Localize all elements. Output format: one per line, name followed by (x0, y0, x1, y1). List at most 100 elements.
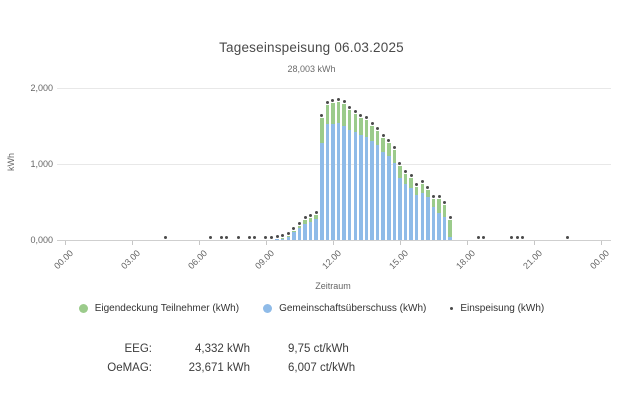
einspeisung-point[interactable] (275, 235, 279, 239)
einspeisung-point[interactable] (448, 216, 452, 220)
bar-gemeinschaftsueberschuss[interactable] (353, 132, 358, 240)
einspeisung-point[interactable] (392, 146, 396, 150)
bar-gemeinschaftsueberschuss[interactable] (398, 177, 402, 240)
bar-eigendeckung[interactable] (297, 225, 302, 229)
bar-gemeinschaftsueberschuss[interactable] (297, 228, 302, 240)
bar-gemeinschaftsueberschuss[interactable] (359, 135, 363, 240)
einspeisung-point[interactable] (309, 213, 313, 217)
einspeisung-point[interactable] (163, 236, 167, 239)
bar-gemeinschaftsueberschuss[interactable] (375, 145, 380, 240)
einspeisung-point[interactable] (482, 236, 486, 239)
bar-gemeinschaftsueberschuss[interactable] (431, 207, 436, 240)
einspeisung-point[interactable] (236, 236, 240, 239)
bar-eigendeckung[interactable] (331, 103, 335, 124)
einspeisung-point[interactable] (342, 99, 346, 103)
bar-gemeinschaftsueberschuss[interactable] (448, 236, 452, 240)
bar-gemeinschaftsueberschuss[interactable] (308, 221, 313, 240)
bar-gemeinschaftsueberschuss[interactable] (303, 223, 307, 240)
bar-eigendeckung[interactable] (359, 117, 363, 136)
einspeisung-point[interactable] (331, 99, 335, 103)
einspeisung-point[interactable] (219, 236, 223, 239)
einspeisung-point[interactable] (426, 185, 430, 189)
bar-eigendeckung[interactable] (303, 220, 307, 224)
bar-eigendeckung[interactable] (336, 102, 341, 123)
einspeisung-point[interactable] (443, 200, 447, 204)
einspeisung-point[interactable] (325, 100, 329, 104)
bar-gemeinschaftsueberschuss[interactable] (320, 142, 324, 240)
bar-eigendeckung[interactable] (431, 198, 436, 207)
einspeisung-point[interactable] (359, 113, 363, 117)
einspeisung-point[interactable] (320, 113, 324, 117)
bar-gemeinschaftsueberschuss[interactable] (314, 219, 318, 240)
bar-eigendeckung[interactable] (437, 198, 441, 213)
bar-gemeinschaftsueberschuss[interactable] (426, 197, 430, 240)
bar-eigendeckung[interactable] (353, 113, 358, 133)
einspeisung-point[interactable] (281, 234, 285, 238)
bar-gemeinschaftsueberschuss[interactable] (387, 156, 391, 240)
einspeisung-point[interactable] (292, 226, 296, 230)
einspeisung-point[interactable] (348, 106, 352, 110)
bar-eigendeckung[interactable] (347, 110, 352, 130)
einspeisung-point[interactable] (420, 179, 424, 183)
bar-eigendeckung[interactable] (314, 214, 318, 220)
bar-eigendeckung[interactable] (286, 236, 291, 237)
bar-eigendeckung[interactable] (375, 130, 380, 145)
einspeisung-point[interactable] (314, 210, 318, 214)
bar-gemeinschaftsueberschuss[interactable] (442, 216, 447, 240)
bar-gemeinschaftsueberschuss[interactable] (364, 137, 369, 240)
bar-gemeinschaftsueberschuss[interactable] (286, 236, 291, 240)
bar-eigendeckung[interactable] (364, 119, 369, 138)
bar-gemeinschaftsueberschuss[interactable] (342, 126, 346, 240)
einspeisung-point[interactable] (303, 216, 307, 220)
bar-eigendeckung[interactable] (409, 178, 413, 188)
einspeisung-point[interactable] (286, 232, 290, 236)
bar-gemeinschaftsueberschuss[interactable] (325, 124, 330, 240)
einspeisung-point[interactable] (415, 182, 419, 186)
einspeisung-point[interactable] (370, 122, 374, 125)
legend-item[interactable]: Gemeinschaftsüberschuss (kWh) (263, 303, 426, 314)
einspeisung-point[interactable] (364, 115, 368, 119)
legend-item[interactable]: Eigendeckung Teilnehmer (kWh) (78, 303, 239, 314)
bar-gemeinschaftsueberschuss[interactable] (347, 129, 352, 240)
bar-gemeinschaftsueberschuss[interactable] (381, 151, 385, 240)
bar-eigendeckung[interactable] (392, 150, 397, 164)
bar-eigendeckung[interactable] (414, 186, 419, 196)
bar-eigendeckung[interactable] (426, 189, 430, 198)
bar-eigendeckung[interactable] (420, 183, 425, 193)
legend-item[interactable]: Einspeisung (kWh) (450, 303, 544, 314)
bar-gemeinschaftsueberschuss[interactable] (403, 183, 408, 240)
einspeisung-point[interactable] (208, 236, 212, 239)
einspeisung-point[interactable] (437, 194, 441, 198)
bar-eigendeckung[interactable] (442, 204, 447, 217)
bar-eigendeckung[interactable] (320, 117, 324, 143)
einspeisung-point[interactable] (431, 194, 435, 198)
einspeisung-point[interactable] (476, 236, 480, 239)
bar-gemeinschaftsueberschuss[interactable] (275, 239, 279, 240)
bar-eigendeckung[interactable] (381, 138, 385, 152)
bar-eigendeckung[interactable] (280, 238, 285, 239)
einspeisung-point[interactable] (270, 236, 274, 239)
bar-eigendeckung[interactable] (370, 126, 374, 142)
bar-gemeinschaftsueberschuss[interactable] (331, 123, 335, 240)
einspeisung-point[interactable] (521, 236, 525, 239)
bar-eigendeckung[interactable] (387, 143, 391, 157)
bar-gemeinschaftsueberschuss[interactable] (336, 122, 341, 240)
einspeisung-point[interactable] (264, 236, 268, 239)
einspeisung-point[interactable] (404, 169, 408, 173)
einspeisung-point[interactable] (376, 126, 380, 130)
einspeisung-point[interactable] (225, 236, 229, 239)
bar-eigendeckung[interactable] (325, 104, 330, 125)
einspeisung-point[interactable] (297, 221, 301, 225)
einspeisung-point[interactable] (381, 134, 385, 138)
einspeisung-point[interactable] (337, 98, 341, 102)
einspeisung-point[interactable] (398, 162, 402, 166)
bar-gemeinschaftsueberschuss[interactable] (420, 192, 425, 240)
bar-gemeinschaftsueberschuss[interactable] (409, 187, 413, 240)
bar-gemeinschaftsueberschuss[interactable] (370, 141, 374, 240)
einspeisung-point[interactable] (515, 236, 519, 239)
einspeisung-point[interactable] (409, 174, 413, 178)
bar-gemeinschaftsueberschuss[interactable] (414, 195, 419, 240)
einspeisung-point[interactable] (247, 236, 251, 239)
einspeisung-point[interactable] (565, 236, 569, 239)
einspeisung-point[interactable] (353, 109, 357, 113)
